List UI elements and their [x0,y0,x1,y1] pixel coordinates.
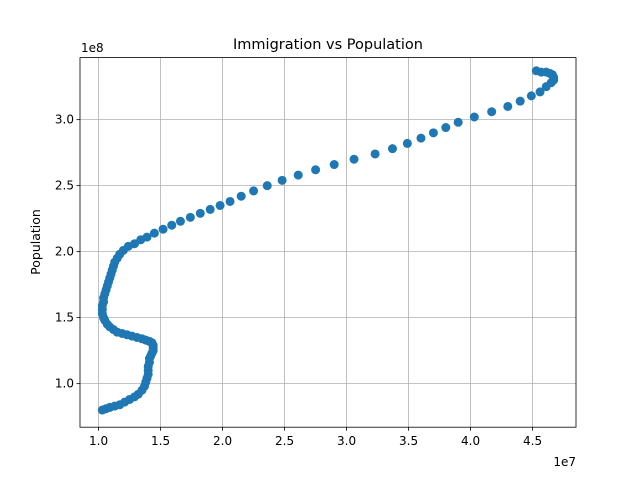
data-point [149,228,159,238]
chart-title: Immigration vs Population [233,37,423,53]
data-point [311,165,321,175]
y-tick-label: 2.5 [55,179,74,193]
data-point [195,208,205,218]
data-point [531,66,541,76]
data-point [349,154,359,164]
x-tick-label: 1.0 [89,434,108,448]
x-axis-ticks: 1.0 1.5 2.0 2.5 3.0 3.5 4.0 4.5 [89,427,542,448]
data-point [402,138,412,148]
data-point [262,181,272,191]
data-point [175,216,185,226]
y-tick-label: 2.0 [55,245,74,259]
data-point [515,96,525,106]
x-tick-label: 4.0 [461,434,480,448]
data-point [370,149,380,159]
data-point [205,204,215,214]
x-tick-label: 1.5 [151,434,170,448]
data-point [387,144,397,154]
data-point [167,220,177,230]
y-axis-label: Population [28,209,43,275]
x-tick-label: 4.5 [523,434,542,448]
y-tick-label: 1.0 [55,377,74,391]
plot-frame [79,57,577,428]
x-tick-label: 2.0 [213,434,232,448]
data-point [487,107,497,117]
data-point [215,200,225,210]
data-point [249,186,259,196]
y-axis-ticks: 1.0 1.5 2.0 2.5 3.0 [55,113,80,391]
data-point [293,170,303,180]
data-point [329,160,339,170]
data-point [142,232,152,242]
x-tick-label: 3.5 [399,434,418,448]
data-point [277,175,287,185]
data-point [158,224,168,234]
data-point [185,212,195,222]
data-points [97,66,559,415]
x-tick-label: 3.0 [337,434,356,448]
data-point [225,196,235,206]
x-tick-label: 2.5 [275,434,294,448]
x-offset-label: 1e7 [553,455,576,469]
data-point [526,91,536,101]
data-point [236,191,246,201]
data-point [416,133,426,143]
y-tick-label: 3.0 [55,113,74,127]
data-point [441,123,451,133]
data-point [428,128,438,138]
y-offset-label: 1e8 [81,41,104,55]
data-point [453,117,463,127]
data-point [503,101,513,111]
data-point [469,112,479,122]
data-point [535,87,545,97]
grid [80,57,576,428]
y-tick-label: 1.5 [55,311,74,325]
